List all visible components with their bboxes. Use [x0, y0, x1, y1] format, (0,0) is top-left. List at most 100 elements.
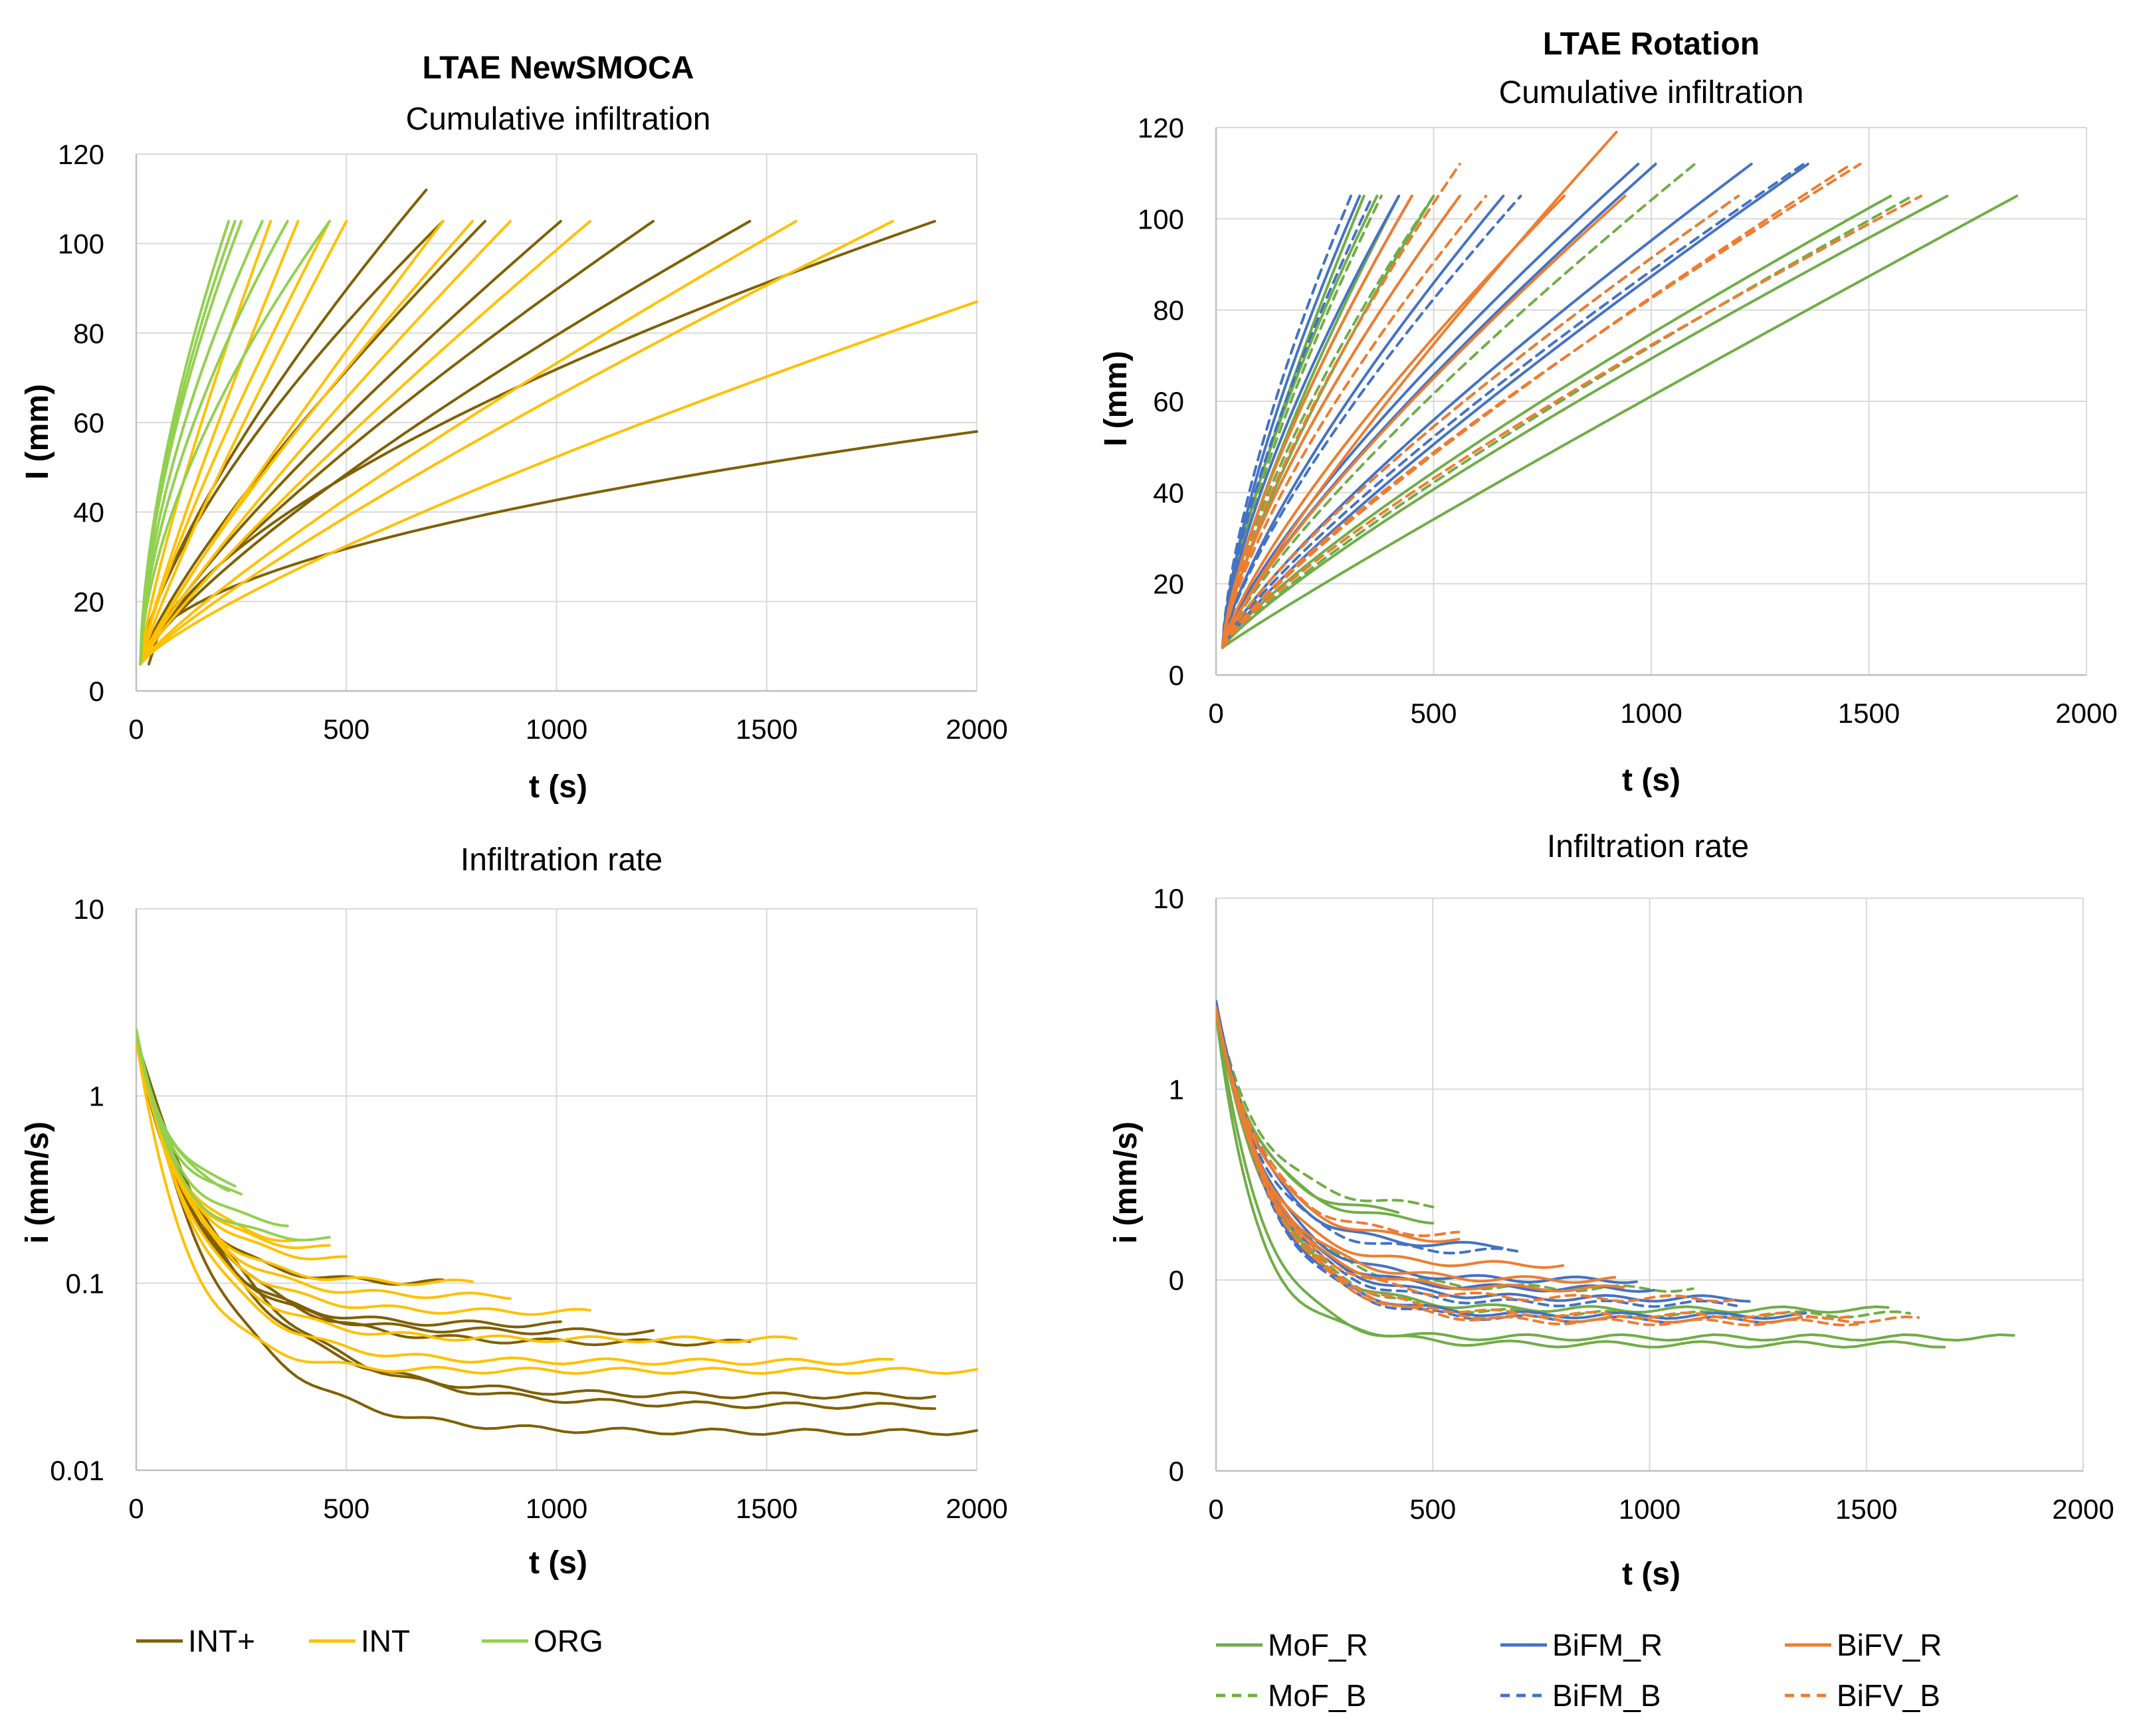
bl-series-int-curve [136, 1036, 894, 1366]
legend-label-bifm-b: BiFM_B [1552, 1678, 1661, 1713]
tl-xtick-label: 0 [128, 714, 144, 745]
tl-series-int--curve [148, 220, 936, 666]
tl-xlabel: t (s) [529, 769, 587, 805]
tr-series-mof-b-curve [1221, 195, 1914, 649]
tr-series-bifm-b-curve [1221, 195, 1374, 649]
tr-xtick-label: 0 [1208, 698, 1223, 729]
bl-xtick-label: 500 [323, 1493, 369, 1524]
tl-series-int-curve [139, 220, 331, 666]
br-xtick-label: 1500 [1835, 1494, 1897, 1525]
br-title: Infiltration rate [1547, 829, 1749, 864]
bl-series-int--curve [136, 1038, 978, 1436]
plot-cumulative-newsmoca: 0 500 1000 1500 2000 0 20 40 60 80 100 120 [58, 139, 1008, 745]
tr-xtick-label: 2000 [2055, 698, 2117, 729]
tr-xtick-label: 1000 [1620, 698, 1682, 729]
bl-series-int--curve [136, 1038, 655, 1336]
tl-xtick-label: 2000 [946, 714, 1007, 745]
legend-label-mof-b: MoF_B [1268, 1678, 1366, 1713]
bl-xtick-label: 1000 [526, 1493, 587, 1524]
br-series-mof-b-curve [1216, 1009, 1911, 1319]
tl-series-int-curve [139, 220, 894, 666]
legend-right: MoF_R BiFM_R BiFV_R MoF_B BiFM_B BiFV_B [1216, 1628, 1942, 1713]
legend-label-int: INT [361, 1624, 410, 1658]
tr-title: Cumulative infiltration [1499, 75, 1804, 110]
bl-series-org-curve [136, 1032, 231, 1193]
tr-ytick-label: 20 [1153, 569, 1184, 600]
tl-series-int-curve [139, 220, 797, 666]
br-series-bifv-b-curve [1216, 1011, 1461, 1238]
tl-xtick-label: 1000 [526, 714, 587, 745]
bl-xlabel: t (s) [529, 1545, 587, 1581]
tr-series-mof-r-curve [1221, 195, 2019, 649]
tr-group-title: LTAE Rotation [1543, 27, 1760, 62]
tr-series-bifv-r-curve [1221, 195, 1627, 649]
br-xtick-label: 1000 [1619, 1494, 1680, 1525]
legend-label-int-: INT+ [188, 1624, 255, 1658]
br-series-bifv-b-curve [1216, 1008, 1738, 1303]
tl-series-int-curve [139, 220, 348, 666]
tl-ytick-label: 40 [73, 497, 104, 528]
tr-series-mof-b-curve [1221, 195, 1435, 649]
tl-series-int-curve [139, 220, 512, 666]
br-series-mof-b-curve [1216, 1011, 1694, 1293]
tr-series-bifm-b-curve [1221, 195, 1522, 649]
tr-series-bifm-r-curve [1221, 162, 1753, 649]
tr-xlabel: t (s) [1622, 763, 1680, 798]
bl-series-int--curve [136, 1036, 936, 1410]
bl-title: Infiltration rate [460, 842, 662, 878]
br-ytick-label: 0 [1169, 1456, 1184, 1487]
tr-series-mof-r-curve [1221, 195, 1413, 649]
legend-label-bifv-b: BiFV_B [1837, 1678, 1940, 1713]
br-xtick-label: 0 [1208, 1494, 1223, 1525]
br-series-mof-r-curve [1216, 1009, 1946, 1349]
tr-series-mof-b-curve [1221, 195, 1383, 649]
br-series-bifm-b-curve [1216, 1000, 1738, 1308]
tr-ylabel: I (mm) [1098, 351, 1134, 446]
tl-series-org-curve [139, 220, 231, 666]
tr-series-mof-r-curve [1221, 195, 1892, 649]
tr-series-bifv-b-curve [1221, 195, 1488, 649]
bl-series-int--curve [136, 1040, 562, 1329]
tl-series-int--curve [139, 430, 978, 666]
tr-ytick-label: 120 [1138, 112, 1184, 144]
tl-series-int-curve [139, 220, 300, 666]
tl-ylabel: I (mm) [20, 384, 55, 480]
plot-cumulative-rotation: 0 500 1000 1500 2000 0 20 40 60 80 100 120 [1138, 112, 2118, 729]
tl-ytick-label: 0 [89, 676, 104, 707]
tr-series-bifv-r-curve [1221, 130, 1618, 649]
br-series-bifv-b-curve [1216, 1009, 1920, 1324]
tr-series-bifv-b-curve [1221, 162, 1853, 649]
br-ytick-label: 0 [1169, 1265, 1184, 1296]
br-xtick-label: 2000 [2052, 1494, 2114, 1525]
tl-ytick-label: 120 [58, 139, 104, 170]
tr-series-bifm-b-curve [1221, 162, 1805, 649]
legend-label-mof-r: MoF_R [1268, 1628, 1368, 1662]
tl-series-int--curve [139, 188, 428, 666]
tl-series-int-curve [139, 220, 592, 666]
tl-series-org-curve [139, 220, 264, 666]
tr-series-bifv-b-curve [1221, 195, 1740, 649]
plot-rate-newsmoca: 0 500 1000 1500 2000 0.01 0.1 1 10 [50, 894, 1007, 1524]
br-series-bifm-b-curve [1216, 1002, 1803, 1324]
tr-series-bifv-b-curve [1221, 162, 1461, 649]
br-series-bifm-r-curve [1216, 999, 1655, 1293]
tr-series-bifv-r-curve [1221, 195, 1461, 649]
tl-series-int-curve [139, 220, 272, 666]
tl-series-org-curve [139, 220, 331, 666]
tr-series-bifm-r-curve [1221, 195, 1401, 649]
tr-series-bifv-b-curve [1221, 195, 1923, 649]
bl-ytick-label: 0.1 [66, 1268, 104, 1299]
tr-series-bifv-r-curve [1221, 195, 1413, 649]
tr-ytick-label: 60 [1153, 386, 1184, 417]
bl-ytick-label: 0.01 [50, 1455, 104, 1486]
tr-ytick-label: 40 [1153, 477, 1184, 508]
tr-ytick-label: 80 [1153, 295, 1184, 326]
tr-xtick-label: 500 [1410, 698, 1457, 729]
tr-ytick-label: 100 [1138, 203, 1184, 235]
tl-title: Cumulative infiltration [406, 102, 711, 137]
tl-ytick-label: 20 [73, 586, 104, 617]
tr-series-bifm-b-curve [1221, 195, 1352, 649]
bl-ylabel: i (mm/s) [20, 1121, 55, 1244]
